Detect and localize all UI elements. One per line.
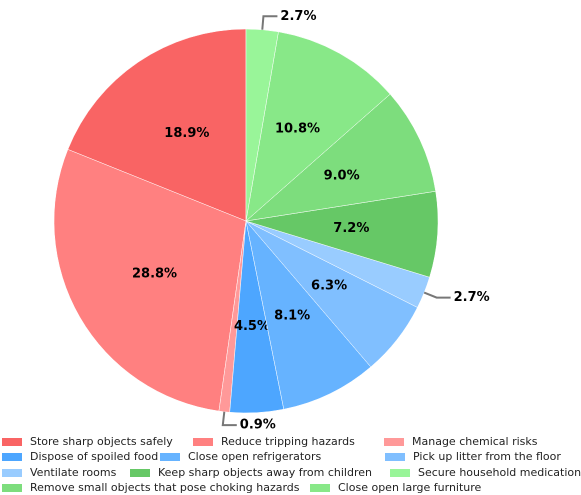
leader-line — [423, 291, 451, 299]
legend-swatch — [2, 438, 22, 446]
legend-label: Close open large furniture — [338, 481, 482, 494]
legend-swatch — [390, 469, 410, 477]
legend-label: Dispose of spoiled food — [30, 450, 158, 463]
legend-swatch — [385, 453, 405, 461]
slice-label: 28.8% — [132, 266, 177, 281]
pie-slice — [245, 31, 391, 222]
slice-label: 0.9% — [240, 418, 276, 433]
slice-label: 6.3% — [311, 279, 347, 294]
legend-swatch — [160, 453, 180, 461]
slice-label: 7.2% — [333, 221, 369, 236]
legend-swatch — [2, 453, 22, 461]
legend-label: Reduce tripping hazards — [221, 435, 355, 448]
leader-line — [221, 411, 237, 427]
slice-label: 18.9% — [164, 126, 209, 141]
leader-line — [261, 15, 278, 30]
pie-slice — [53, 149, 247, 412]
legend-swatch — [310, 484, 330, 492]
legend-label: Ventilate rooms — [30, 466, 117, 479]
legend-label: Store sharp objects safely — [30, 435, 173, 448]
legend-label: Remove small objects that pose choking h… — [30, 481, 300, 494]
legend-swatch — [2, 469, 22, 477]
legend-label: Close open refrigerators — [188, 450, 321, 463]
legend-label: Secure household medications — [418, 466, 581, 479]
pie-slice — [245, 220, 372, 410]
legend-swatch — [384, 438, 404, 446]
legend-label: Manage chemical risks — [412, 435, 538, 448]
legend-label: Keep sharp objects away from children — [158, 466, 372, 479]
legend-swatch — [2, 484, 22, 492]
pie-slice — [67, 28, 247, 222]
slice-label: 10.8% — [275, 121, 320, 136]
legend-swatch — [193, 438, 213, 446]
slice-label: 8.1% — [274, 308, 310, 323]
slice-label: 2.7% — [454, 290, 490, 305]
legend-label: Pick up litter from the floor — [413, 450, 561, 463]
slice-label: 2.7% — [280, 9, 316, 24]
legend-swatch — [130, 469, 150, 477]
pie-slice — [245, 93, 436, 222]
slice-label: 9.0% — [324, 169, 360, 184]
slice-label: 4.5% — [234, 319, 270, 334]
